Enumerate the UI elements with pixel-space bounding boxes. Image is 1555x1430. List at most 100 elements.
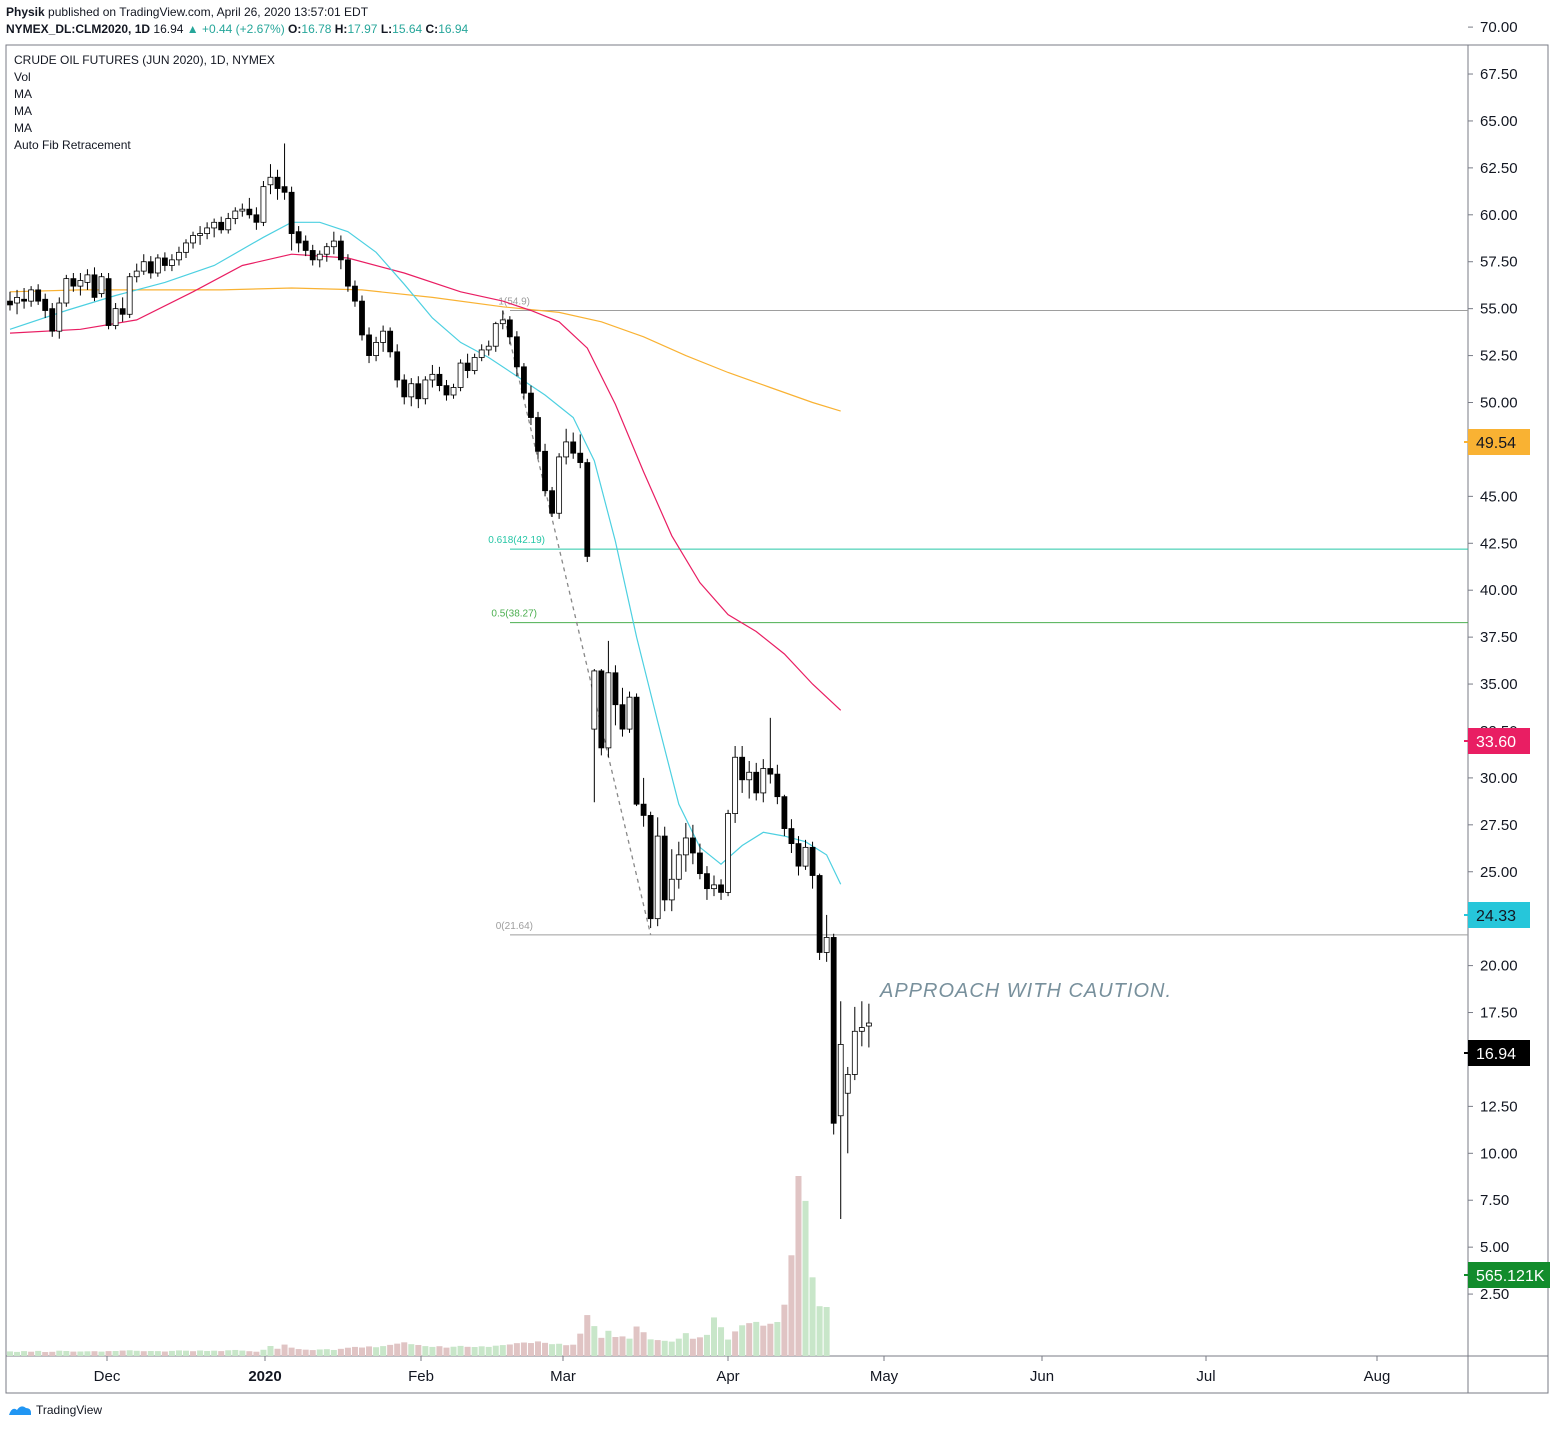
high-label: H: bbox=[334, 22, 348, 36]
legend-vol[interactable]: Vol bbox=[14, 70, 31, 84]
candle bbox=[760, 759, 767, 803]
price-tick-label: 62.50 bbox=[1480, 160, 1518, 177]
volume-bar bbox=[471, 1347, 478, 1356]
volume-bar bbox=[520, 1342, 527, 1356]
chart-frame bbox=[5, 44, 1549, 1394]
price-label-text: 49.54 bbox=[1476, 435, 1516, 452]
volume-bar bbox=[823, 1307, 830, 1356]
candle bbox=[640, 777, 647, 827]
volume-bar bbox=[718, 1327, 725, 1356]
candle bbox=[190, 231, 196, 249]
volume-bar bbox=[633, 1326, 640, 1356]
legend-fib[interactable]: Auto Fib Retracement bbox=[14, 138, 131, 152]
candle bbox=[830, 933, 837, 1135]
footer: TradingView bbox=[8, 1403, 102, 1417]
author-name[interactable]: Physik bbox=[6, 5, 45, 19]
candle bbox=[7, 291, 13, 311]
candle-body bbox=[373, 342, 379, 356]
candle bbox=[654, 817, 661, 927]
candle-body bbox=[21, 298, 27, 302]
volume-bar bbox=[126, 1350, 133, 1356]
ma-fast-line bbox=[9, 221, 842, 885]
volume-bar bbox=[542, 1342, 549, 1356]
volume-bar bbox=[408, 1344, 415, 1356]
candle bbox=[281, 143, 288, 200]
candle bbox=[802, 839, 809, 870]
volume-bar bbox=[218, 1351, 225, 1356]
candle bbox=[647, 811, 654, 929]
candles bbox=[7, 143, 872, 1219]
price-change: ▲ +0.44 (+2.67%) bbox=[186, 22, 285, 36]
candle bbox=[633, 693, 640, 807]
candle-body bbox=[345, 259, 351, 287]
candle bbox=[211, 218, 218, 238]
legend-ma-3[interactable]: MA bbox=[14, 121, 32, 135]
volume-bar bbox=[112, 1351, 119, 1356]
candle bbox=[661, 826, 668, 912]
high-value: 17.97 bbox=[347, 22, 378, 36]
candle bbox=[169, 254, 175, 272]
candle bbox=[675, 841, 682, 889]
volume-bar bbox=[598, 1337, 605, 1356]
candle-body bbox=[542, 450, 548, 492]
candle-body bbox=[105, 278, 112, 326]
volume-bar bbox=[147, 1351, 154, 1356]
price-labels: 49.54 33.60 24.33 16.94 565.121K bbox=[1464, 429, 1550, 1288]
candle-body bbox=[450, 387, 457, 396]
time-axis: Dec 2020 Feb Mar Apr May Jun Jul Aug bbox=[94, 1356, 1390, 1385]
candle-body bbox=[35, 289, 42, 302]
candle-body bbox=[176, 251, 182, 261]
price-tick-label: 27.50 bbox=[1480, 817, 1518, 834]
candle-body bbox=[830, 937, 837, 1124]
volume-bar bbox=[478, 1346, 485, 1356]
price-label-box bbox=[1468, 429, 1530, 455]
candle-body bbox=[746, 771, 753, 781]
candle bbox=[14, 289, 20, 315]
candle-body bbox=[211, 221, 218, 229]
candle bbox=[274, 169, 281, 200]
volume-bar bbox=[373, 1347, 380, 1356]
candle-body bbox=[556, 456, 563, 514]
volume-bar bbox=[330, 1349, 337, 1356]
candle bbox=[70, 272, 77, 292]
candle bbox=[704, 866, 710, 900]
candle bbox=[316, 250, 323, 268]
volume-bar bbox=[42, 1352, 49, 1356]
publish-info: Physik published on TradingView.com, Apr… bbox=[6, 5, 368, 19]
volume-bar bbox=[506, 1344, 513, 1356]
candle-body bbox=[492, 323, 499, 347]
legend-title[interactable]: CRUDE OIL FUTURES (JUN 2020), 1D, NYMEX bbox=[14, 53, 275, 67]
footer-brand[interactable]: TradingView bbox=[36, 1403, 103, 1417]
legend-ma-1[interactable]: MA bbox=[14, 87, 32, 101]
candle-body bbox=[809, 846, 816, 876]
volume-bar bbox=[647, 1339, 654, 1356]
volume-bar bbox=[175, 1350, 182, 1356]
candle-body bbox=[633, 696, 640, 805]
candle-body bbox=[140, 261, 147, 272]
candle bbox=[492, 321, 499, 352]
price-label-text: 565.121K bbox=[1476, 1268, 1545, 1285]
candle bbox=[795, 836, 802, 876]
annotation-text: APPROACH WITH CAUTION. bbox=[879, 980, 1172, 1002]
candle-body bbox=[267, 176, 274, 186]
candle-body bbox=[429, 373, 436, 381]
price-tick-label: 50.00 bbox=[1480, 395, 1518, 412]
volume-bar bbox=[351, 1346, 358, 1356]
candle-body bbox=[246, 208, 253, 216]
candle bbox=[506, 316, 513, 345]
candle-body bbox=[28, 289, 35, 302]
volume-bar bbox=[767, 1323, 774, 1356]
volume-bar bbox=[49, 1351, 56, 1356]
candle-body bbox=[697, 852, 703, 875]
candle-body bbox=[63, 278, 70, 304]
legend-ma-2[interactable]: MA bbox=[14, 104, 32, 118]
candle bbox=[176, 246, 182, 266]
volume-bar bbox=[527, 1343, 534, 1356]
candle bbox=[218, 216, 225, 234]
volume-bar bbox=[84, 1351, 91, 1356]
candle-body bbox=[366, 334, 372, 356]
price-tick-label: 70.00 bbox=[1480, 19, 1518, 36]
candle-body bbox=[725, 813, 731, 893]
volume-bar bbox=[436, 1346, 443, 1356]
